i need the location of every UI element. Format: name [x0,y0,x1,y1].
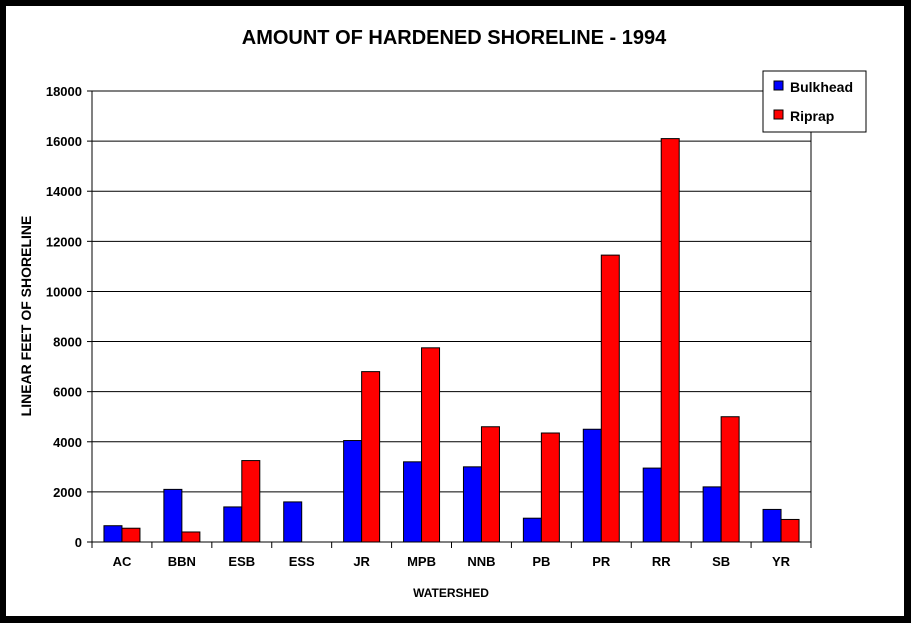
legend-label-bulkhead: Bulkhead [790,79,853,95]
legend-swatch-bulkhead [773,80,784,91]
y-tick-label: 8000 [53,335,82,350]
bar-riprap-rr [660,138,680,543]
bar-riprap-ac [121,527,141,543]
bar-riprap-sb [720,416,740,543]
x-tick-label: NNB [467,554,495,569]
bar-bulkhead-yr [762,508,782,543]
y-tick-label: 14000 [46,184,82,199]
x-tick-label: RR [652,554,671,569]
x-tick-label: YR [772,554,791,569]
chart-title: AMOUNT OF HARDENED SHORELINE - 1994 [242,27,667,49]
gridlines [92,90,811,493]
bar-riprap-pr [600,254,620,543]
y-tick-label: 2000 [53,485,82,500]
x-tick-label: JR [353,554,370,569]
bar-bulkhead-ess [283,501,303,543]
legend-swatch-riprap [773,109,784,120]
bar-bulkhead-mpb [403,461,423,543]
bar-bulkhead-ac [103,525,123,543]
bar-bulkhead-bbn [163,488,183,543]
bar-bulkhead-pb [522,517,542,543]
y-tick-label: 0 [75,535,82,550]
x-tick-label: PB [532,554,550,569]
x-tick-label: PR [592,554,611,569]
y-tick-label: 12000 [46,234,82,249]
bar-bulkhead-jr [343,440,363,543]
y-tick-label: 4000 [53,435,82,450]
bar-riprap-esb [241,460,261,543]
y-tick-label: 10000 [46,284,82,299]
y-tick-label: 18000 [46,84,82,99]
plot-area [91,90,812,543]
bars [103,138,800,543]
y-tick-label: 16000 [46,134,82,149]
bar-riprap-bbn [181,531,201,543]
bar-bulkhead-esb [223,506,243,543]
x-tick-label: MPB [407,554,436,569]
bar-bulkhead-rr [642,467,662,543]
y-axis-label: LINEAR FEET OF SHORELINE [18,216,34,417]
x-tick-label: SB [712,554,730,569]
bar-bulkhead-sb [702,486,722,543]
x-tick-label: AC [113,554,132,569]
x-axis-ticks: AC BBN ESB ESS JR MPB NNB PB PR RR SB YR [91,542,812,569]
bar-riprap-mpb [421,347,441,543]
legend: Bulkhead Riprap [762,70,867,133]
bar-riprap-pb [540,432,560,543]
x-axis-label: WATERSHED [413,586,489,600]
bar-chart: AMOUNT OF HARDENED SHORELINE - 1994 0 200… [18,27,867,600]
x-tick-label: BBN [168,554,196,569]
legend-label-riprap: Riprap [790,108,834,124]
bar-riprap-jr [361,371,381,543]
bar-riprap-nnb [480,426,500,543]
y-tick-label: 6000 [53,385,82,400]
x-tick-label: ESB [228,554,255,569]
y-axis-ticks: 0 2000 4000 6000 8000 10000 12000 14000 16000 180… [46,84,92,550]
bar-bulkhead-pr [582,428,602,543]
bar-riprap-yr [780,518,800,543]
x-tick-label: ESS [289,554,315,569]
chart-panel: AMOUNT OF HARDENED SHORELINE - 1994 0 200… [5,5,905,617]
bar-bulkhead-nnb [462,466,482,543]
